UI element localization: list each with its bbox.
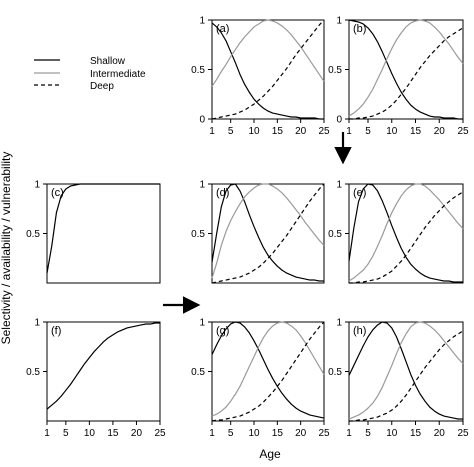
y-axis-label: Selectivity / availability / vulnerabili…	[0, 152, 13, 345]
legend-label-shallow: Shallow	[90, 56, 126, 67]
series-line-shallow	[348, 19, 463, 120]
x-tick-label: 10	[386, 126, 398, 137]
y-tick-label: 1	[199, 318, 205, 329]
x-tick-label: 1	[209, 428, 215, 439]
x-tick-label: 10	[248, 126, 260, 137]
y-tick-label: 0.5	[328, 367, 342, 378]
x-tick-label: 1	[44, 428, 50, 439]
series-line-deep	[349, 27, 464, 120]
x-tick-label: 20	[434, 126, 446, 137]
legend-label-intermediate: Intermediate	[90, 69, 146, 80]
y-tick-label: 0.5	[328, 229, 342, 240]
series-line-deep	[349, 330, 464, 422]
panel-label: (a)	[216, 23, 229, 35]
panel-f: (f)0.511 5 10 15 20 25	[26, 318, 166, 440]
series-line-deep	[211, 321, 325, 422]
x-tick-label: 5	[365, 428, 371, 439]
y-tick-label: 0.5	[191, 65, 205, 76]
legend: Shallow Intermediate Deep	[34, 56, 146, 92]
y-tick-label: 1	[34, 318, 40, 329]
panel-label: (h)	[353, 325, 366, 337]
series-line-curve	[46, 183, 160, 274]
panel-label: (f)	[51, 325, 61, 337]
y-tick-label: 0.5	[26, 367, 40, 378]
y-tick-label: 1	[336, 318, 342, 329]
y-tick-label: 0	[336, 115, 342, 126]
series-line-intermediate	[211, 321, 325, 417]
legend-label-deep: Deep	[90, 81, 114, 92]
y-tick-label: 0.5	[328, 65, 342, 76]
y-tick-label: 0.5	[191, 367, 205, 378]
panel-b: (b)00.511 5 10 15 20 25	[328, 16, 469, 138]
x-tick-label: 15	[107, 428, 119, 439]
x-tick-label: 5	[228, 126, 234, 137]
series-line-deep	[211, 19, 325, 120]
x-tick-label: 25	[457, 428, 469, 439]
series-line-shallow	[211, 321, 325, 419]
series-line-intermediate	[211, 19, 325, 87]
panel-a: (a)00.511 5 10 15 20 25	[191, 16, 330, 138]
x-tick-label: 25	[318, 126, 330, 137]
panel-frame	[46, 183, 161, 284]
y-tick-label: 0.5	[26, 229, 40, 240]
x-tick-label: 10	[386, 428, 398, 439]
x-tick-label: 5	[228, 428, 234, 439]
series-line-curve	[46, 322, 160, 410]
x-tick-label: 20	[434, 428, 446, 439]
panel-g: (g)0.511 5 10 15 20 25	[191, 318, 330, 440]
x-tick-label: 5	[365, 126, 371, 137]
x-tick-label: 20	[295, 428, 307, 439]
panels: (a)00.511 5 10 15 20 25(b)00.511 5 10 15 20 25(c)0…	[26, 16, 469, 440]
x-tick-label: 10	[248, 428, 260, 439]
series-line-intermediate	[211, 183, 325, 279]
panel-frame	[46, 321, 161, 422]
x-tick-label: 15	[272, 428, 284, 439]
series-line-shallow	[211, 22, 324, 120]
panel-label: (b)	[353, 23, 366, 35]
x-tick-label: 10	[84, 428, 96, 439]
x-tick-label: 1	[209, 126, 215, 137]
y-tick-label: 1	[336, 16, 342, 27]
x-tick-label: 25	[318, 428, 330, 439]
series-line-deep	[349, 191, 464, 284]
x-tick-label: 5	[63, 428, 69, 439]
y-tick-label: 1	[336, 180, 342, 191]
x-tick-label: 20	[295, 126, 307, 137]
x-tick-label: 15	[272, 126, 284, 137]
panel-h: (h)0.511 5 10 15 20 25	[328, 318, 469, 440]
series-line-shallow	[348, 183, 463, 283]
panel-label: (c)	[51, 187, 64, 199]
y-tick-label: 1	[199, 180, 205, 191]
panel-e: (e)0.51	[328, 180, 464, 284]
x-tick-label: 1	[346, 428, 352, 439]
y-tick-label: 0	[199, 115, 205, 126]
y-tick-label: 0.5	[191, 229, 205, 240]
panel-c: (c) 0.5 1	[26, 180, 161, 284]
series-line-intermediate	[348, 321, 464, 420]
x-tick-label: 15	[410, 126, 422, 137]
x-tick-label: 1	[346, 126, 352, 137]
y-tick-label: 1	[34, 180, 40, 191]
x-tick-label: 20	[131, 428, 143, 439]
panel-d: (d)0.51	[191, 180, 325, 284]
series-line-shallow	[211, 183, 324, 282]
x-tick-label: 25	[154, 428, 166, 439]
x-tick-label: 15	[410, 428, 422, 439]
y-tick-label: 1	[199, 16, 205, 27]
series-line-shallow	[348, 321, 463, 420]
x-axis-label: Age	[259, 447, 281, 461]
series-line-intermediate	[348, 19, 464, 117]
x-tick-label: 25	[457, 126, 469, 137]
